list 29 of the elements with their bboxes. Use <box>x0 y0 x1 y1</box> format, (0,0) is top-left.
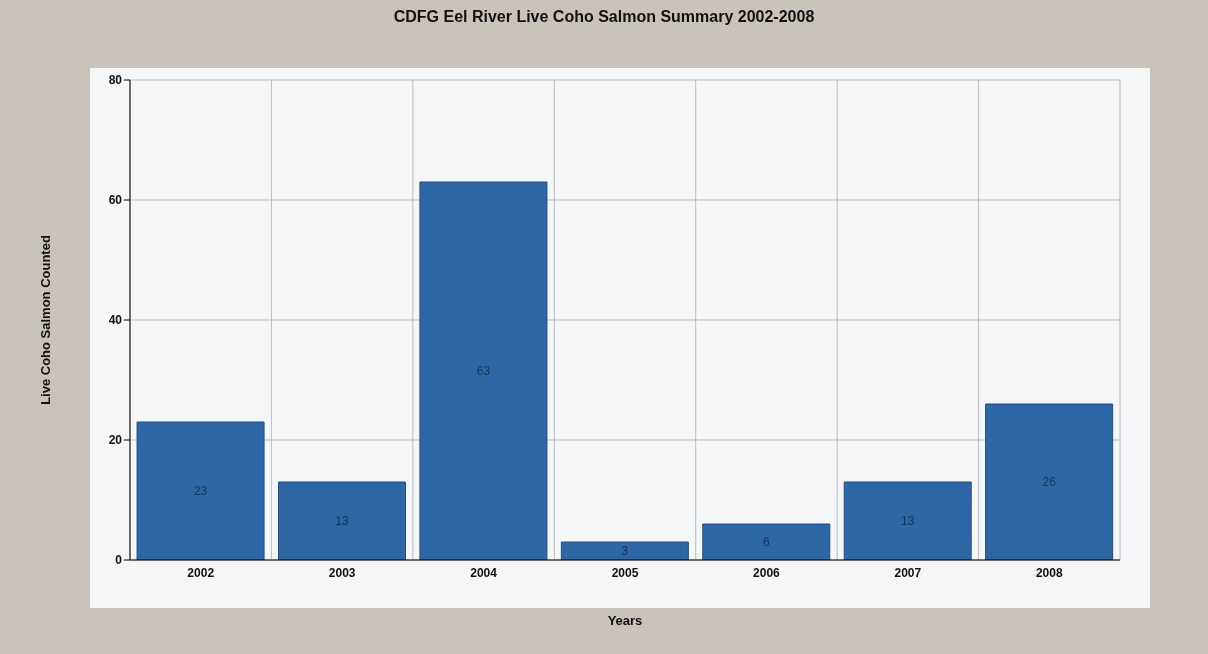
bar <box>419 181 548 560</box>
x-axis-title: Years <box>607 613 643 628</box>
bar <box>278 481 406 560</box>
data-label: 26 <box>1042 475 1057 490</box>
y-tick-label: 60 <box>108 193 123 208</box>
data-label: 3 <box>621 544 629 559</box>
x-tick-label: 2003 <box>328 565 356 580</box>
x-tick-label: 2004 <box>470 565 498 580</box>
bar <box>136 421 265 560</box>
x-tick-label: 2006 <box>753 565 781 580</box>
y-tick-label: 40 <box>108 313 123 328</box>
bar <box>843 481 972 560</box>
y-tick-label: 20 <box>108 433 123 448</box>
chart-title: CDFG Eel River Live Coho Salmon Summary 2002-2008 <box>392 8 816 26</box>
data-label: 23 <box>193 484 208 499</box>
x-tick-label: 2007 <box>894 565 922 580</box>
data-label: 13 <box>901 514 915 529</box>
y-axis-title: Live Coho Salmon Counted <box>37 235 53 405</box>
x-tick-label: 2008 <box>1035 565 1063 580</box>
x-tick-label: 2002 <box>187 565 215 580</box>
data-label: 13 <box>335 514 349 529</box>
bar <box>560 541 689 560</box>
y-tick-label: 0 <box>115 553 123 568</box>
data-label: 63 <box>476 364 491 379</box>
data-label: 6 <box>762 535 770 550</box>
bar <box>702 523 831 560</box>
x-tick-label: 2005 <box>611 565 639 580</box>
bar <box>985 403 1114 560</box>
y-tick-label: 80 <box>108 73 123 88</box>
